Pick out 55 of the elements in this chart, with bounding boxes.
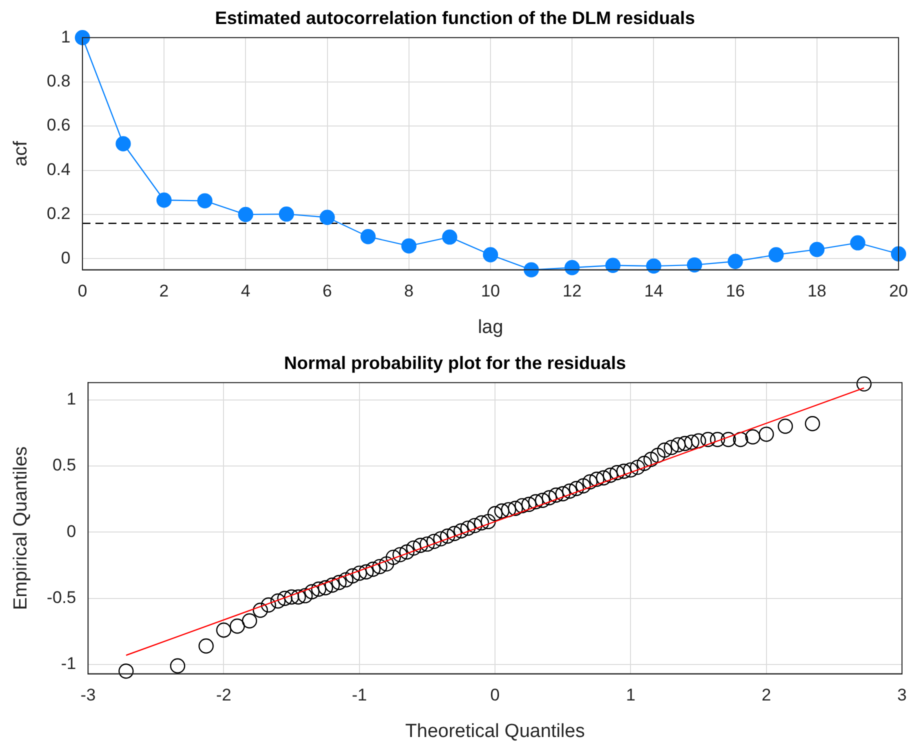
y-tick-label: 0.6 xyxy=(46,116,70,135)
y-tick-label: 0.8 xyxy=(46,72,70,91)
point xyxy=(116,136,131,152)
x-axis-title: lag xyxy=(478,316,504,338)
point xyxy=(728,254,743,269)
point xyxy=(686,257,702,273)
point xyxy=(401,238,416,254)
y-tick-label: 0 xyxy=(66,522,76,541)
x-tick-label: 10 xyxy=(481,282,500,301)
x-tick-label: 1 xyxy=(626,686,636,705)
x-tick-label: -1 xyxy=(352,686,367,705)
x-tick-label: 6 xyxy=(322,282,332,301)
point xyxy=(646,258,662,274)
point xyxy=(605,258,621,273)
y-tick-label: 0.5 xyxy=(52,456,76,475)
y-tick-label: 0 xyxy=(60,248,70,268)
x-tick-label: -2 xyxy=(216,686,232,705)
point xyxy=(238,206,254,222)
point xyxy=(320,210,335,225)
y-axis-title: acf xyxy=(10,140,32,166)
y-tick-label: 1 xyxy=(60,27,70,46)
x-tick-label: 2 xyxy=(159,282,169,301)
point xyxy=(564,260,580,276)
chart-title: Estimated autocorrelation function of the DLM residuals xyxy=(214,8,696,28)
chart-title: Normal probability plot for the residuals xyxy=(284,352,626,373)
x-axis-title: Theoretical Quantiles xyxy=(405,720,585,742)
y-tick-label: 0.4 xyxy=(46,160,70,179)
point xyxy=(156,192,172,208)
x-tick-label: 3 xyxy=(897,686,907,705)
x-tick-label: 16 xyxy=(726,282,745,301)
y-axis-title: Empirical Quantiles xyxy=(10,446,32,610)
point xyxy=(850,235,866,250)
point xyxy=(360,229,376,244)
point xyxy=(197,193,212,208)
x-tick-label: 4 xyxy=(240,282,250,301)
x-tick-label: 14 xyxy=(644,282,664,301)
y-tick-label: -0.5 xyxy=(46,588,76,608)
point xyxy=(768,247,784,262)
x-tick-label: 18 xyxy=(807,282,826,301)
x-tick-label: 12 xyxy=(562,282,582,301)
point xyxy=(74,30,90,46)
y-tick-label: 0.2 xyxy=(46,204,70,224)
point xyxy=(809,242,825,258)
x-tick-label: 8 xyxy=(404,282,414,301)
point xyxy=(524,262,539,278)
point xyxy=(482,247,498,262)
x-tick-label: 2 xyxy=(762,686,772,705)
y-tick-label: -1 xyxy=(60,654,76,674)
x-tick-label: -3 xyxy=(80,686,96,705)
point xyxy=(890,246,906,262)
x-tick-label: 0 xyxy=(490,686,500,705)
point xyxy=(278,206,294,222)
x-tick-label: 20 xyxy=(889,282,908,301)
y-tick-label: 1 xyxy=(66,389,76,408)
point xyxy=(442,229,458,245)
